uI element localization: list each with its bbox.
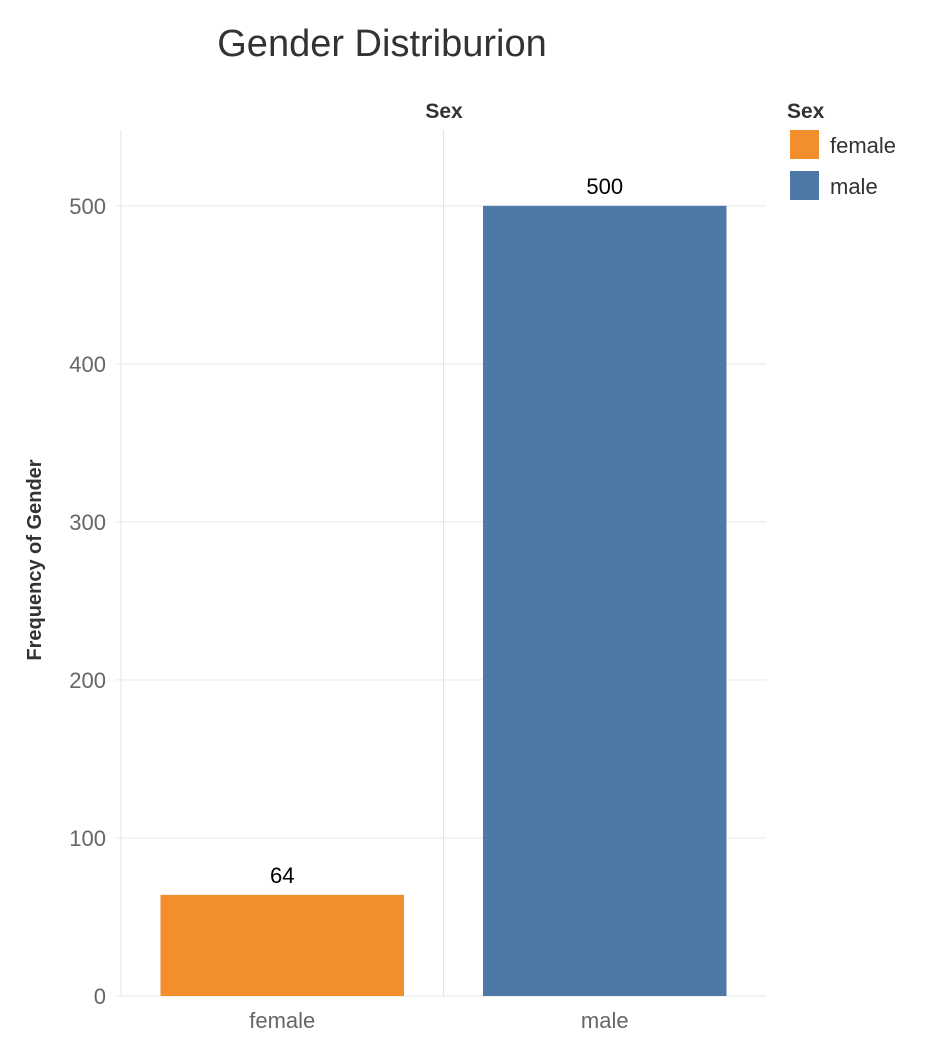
x-tick-label-male: male <box>581 1008 629 1033</box>
legend: Sex female male <box>787 100 896 200</box>
data-label-male: 500 <box>586 174 623 199</box>
y-tick-label-200: 200 <box>69 668 106 693</box>
legend-swatch-male <box>790 171 819 200</box>
legend-swatch-female <box>790 130 819 159</box>
bar-male <box>483 205 727 997</box>
y-axis-label: Frequency of Gender <box>24 459 46 660</box>
x-tick-label-female: female <box>249 1008 315 1033</box>
column-header: Sex <box>425 100 463 123</box>
y-tick-label-300: 300 <box>69 510 106 535</box>
legend-label-female: female <box>830 133 896 158</box>
data-labels: 64 500 <box>270 174 623 888</box>
x-axis-ticks: female male <box>249 1008 628 1033</box>
y-tick-label-100: 100 <box>69 826 106 851</box>
bar-female <box>160 894 404 996</box>
legend-label-male: male <box>830 174 878 199</box>
y-axis-ticks: 0 100 200 300 400 500 <box>69 194 106 1009</box>
y-tick-label-400: 400 <box>69 352 106 377</box>
y-tick-label-0: 0 <box>94 984 106 1009</box>
legend-items: female male <box>790 130 896 200</box>
y-tick-label-500: 500 <box>69 194 106 219</box>
chart-title: Gender Distriburion <box>217 23 546 65</box>
legend-title: Sex <box>787 100 825 123</box>
bars <box>160 205 727 997</box>
data-label-female: 64 <box>270 863 294 888</box>
